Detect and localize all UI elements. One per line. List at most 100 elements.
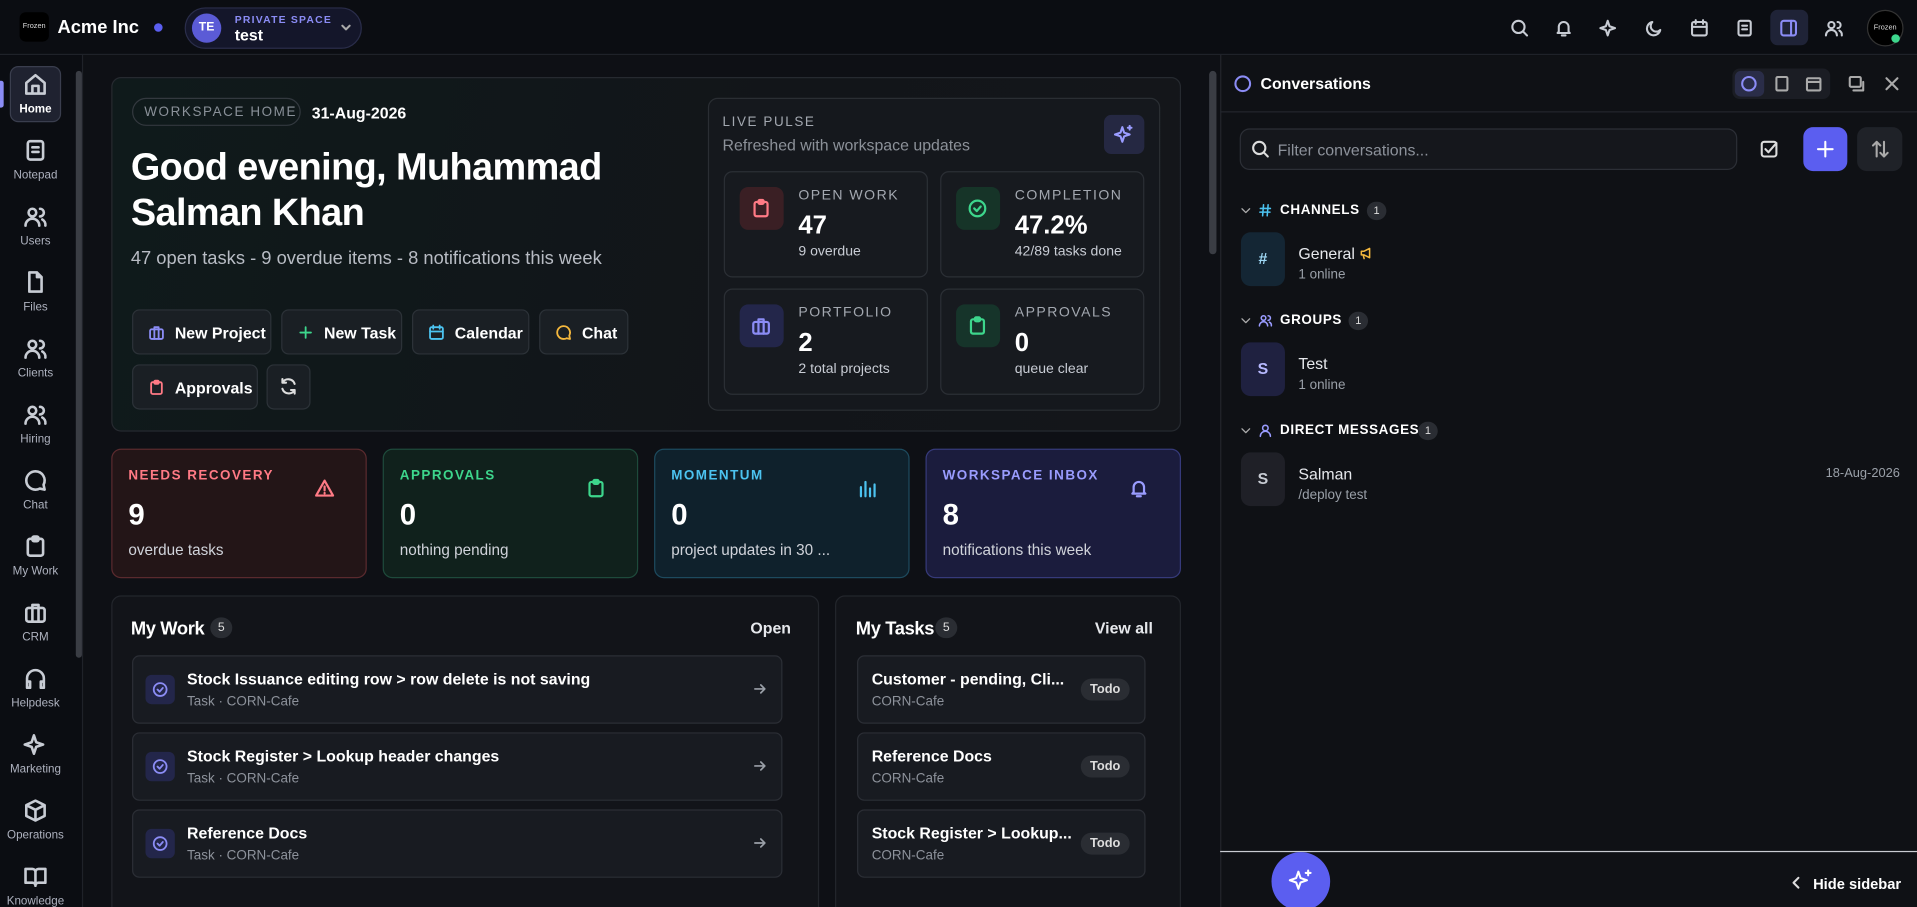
nav-label[interactable]: Helpdesk: [11, 696, 60, 711]
conversation-avatar[interactable]: S: [1240, 452, 1285, 507]
nav-label[interactable]: Notepad: [13, 168, 58, 183]
popout-icon[interactable]: [1847, 75, 1865, 93]
note-icon[interactable]: [1735, 18, 1755, 38]
nav-label[interactable]: CRM: [22, 630, 49, 645]
nav-icon[interactable]: [23, 864, 47, 888]
action-button[interactable]: [132, 309, 272, 355]
conversation-name[interactable]: Salman: [1298, 464, 1353, 483]
section-name: GROUPS: [1280, 312, 1343, 328]
task-item[interactable]: [857, 809, 1146, 878]
nav-label[interactable]: Users: [20, 234, 51, 249]
nav-icon[interactable]: [23, 666, 47, 690]
work-item[interactable]: [132, 732, 783, 801]
stat-value: 9: [128, 498, 145, 532]
nav-label[interactable]: Hiring: [20, 432, 51, 447]
section-count: 1: [1366, 201, 1387, 221]
cal-icon[interactable]: [1690, 18, 1710, 38]
work-icon: [152, 836, 168, 851]
filter-input[interactable]: [1239, 128, 1738, 170]
nav-label[interactable]: Knowledge: [6, 894, 65, 907]
conversation-name[interactable]: General: [1298, 244, 1355, 263]
active-indicator: [0, 80, 4, 108]
conversation-name[interactable]: Test: [1298, 354, 1328, 373]
spark-icon[interactable]: [1599, 18, 1619, 38]
nav-label[interactable]: Files: [23, 300, 48, 315]
check-icon: [1760, 140, 1778, 158]
scrollbar: [75, 70, 82, 658]
nav-icon[interactable]: [23, 72, 47, 96]
spark-button[interactable]: [1103, 114, 1145, 155]
tab-icon[interactable]: [1805, 75, 1823, 93]
sort-button[interactable]: [1857, 127, 1903, 172]
list-link[interactable]: Open: [750, 618, 792, 637]
task-project: CORN-Cafe: [871, 848, 945, 864]
pulse-subtitle: Refreshed with workspace updates: [722, 135, 970, 155]
metric-note: 2 total projects: [798, 361, 890, 377]
nav-icon[interactable]: [23, 270, 47, 294]
refresh-button[interactable]: [266, 364, 311, 410]
announce-icon: [1360, 247, 1371, 260]
panel-icon[interactable]: [1779, 18, 1799, 38]
conversation-status: 1 online: [1298, 267, 1346, 283]
nav-label[interactable]: Operations: [7, 828, 64, 843]
nav-icon[interactable]: [23, 468, 47, 492]
section-count: 1: [1348, 311, 1369, 331]
nav-label[interactable]: Chat: [23, 498, 48, 513]
nav-label[interactable]: Clients: [17, 366, 54, 381]
metric-label: COMPLETION: [1014, 188, 1123, 203]
search-icon[interactable]: [1510, 18, 1530, 38]
user-avatar[interactable]: Frozen: [1866, 9, 1904, 47]
chevron[interactable]: [1240, 204, 1252, 216]
close-icon[interactable]: [1884, 76, 1900, 92]
users-icon[interactable]: [1824, 18, 1844, 38]
chevron[interactable]: [1240, 314, 1252, 326]
moon-icon[interactable]: [1644, 18, 1664, 38]
nav-icon[interactable]: [23, 336, 47, 360]
divider: [1220, 111, 1917, 113]
metric-icon-box: [956, 304, 1001, 348]
action-button[interactable]: [539, 309, 629, 355]
chevron[interactable]: [1240, 424, 1252, 436]
task-project: CORN-Cafe: [871, 771, 945, 787]
nav-label[interactable]: My Work: [12, 564, 59, 579]
logo[interactable]: Frozen: [19, 12, 49, 42]
refresh-icon: [281, 377, 296, 395]
list-link[interactable]: View all: [1094, 618, 1153, 637]
filter-placeholder: Filter conversations...: [1277, 140, 1429, 159]
nav-icon[interactable]: [23, 138, 47, 162]
conversations-panel: [1220, 55, 1917, 907]
conversation-avatar[interactable]: #: [1240, 232, 1285, 287]
metric-label: PORTFOLIO: [798, 305, 893, 321]
hide-sidebar[interactable]: Hide sidebar: [1813, 875, 1902, 893]
nav-label[interactable]: Home: [19, 102, 52, 117]
chat-icon: [1234, 75, 1252, 93]
ai-button[interactable]: [1271, 852, 1331, 907]
nav-icon[interactable]: [23, 798, 47, 822]
nav-label[interactable]: Marketing: [9, 762, 61, 777]
active-tab[interactable]: [1734, 70, 1765, 97]
active-tool[interactable]: [1770, 9, 1809, 46]
count-pill: 5: [935, 617, 958, 639]
conversation-avatar[interactable]: S: [1240, 342, 1285, 397]
action-button[interactable]: [132, 364, 258, 410]
nav-icon[interactable]: [23, 732, 47, 756]
work-item[interactable]: [132, 655, 783, 724]
section-icon: [1259, 424, 1272, 438]
work-icon: [152, 682, 168, 697]
bell-icon[interactable]: [1554, 18, 1574, 38]
search-icon: [1252, 140, 1269, 158]
tab-icon[interactable]: [1773, 75, 1791, 93]
nav-icon[interactable]: [23, 204, 47, 228]
pulse-title: LIVE PULSE: [722, 114, 816, 130]
nav-icon[interactable]: [23, 402, 47, 426]
nav-icon[interactable]: [23, 600, 47, 624]
summary: 47 open tasks - 9 overdue items - 8 noti…: [130, 248, 602, 269]
nav-icon[interactable]: [23, 534, 47, 558]
work-item[interactable]: [132, 809, 783, 878]
badge-text: WORKSPACE HOME: [144, 105, 298, 120]
status-pill: Todo: [1080, 832, 1130, 855]
action-icon: [429, 324, 444, 340]
scrollbar: [1209, 70, 1217, 255]
stat-icon: [315, 479, 335, 497]
